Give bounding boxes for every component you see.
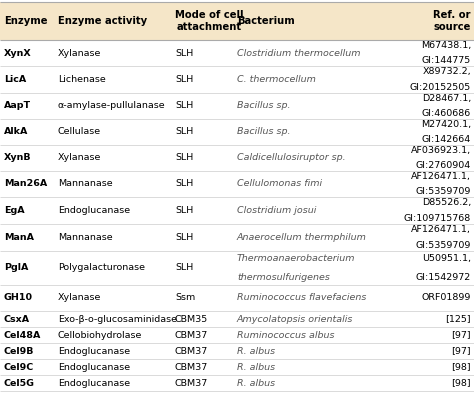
Text: M67438.1,: M67438.1, [421, 41, 471, 50]
Text: Clostridium thermocellum: Clostridium thermocellum [237, 49, 361, 58]
Text: Enzyme activity: Enzyme activity [58, 16, 147, 26]
Text: XynX: XynX [4, 49, 32, 58]
Text: Cellulase: Cellulase [58, 128, 101, 136]
Text: Cel9B: Cel9B [4, 347, 35, 356]
Text: GI:142664: GI:142664 [422, 135, 471, 144]
Text: GI:460686: GI:460686 [422, 109, 471, 118]
Text: SLH: SLH [175, 153, 193, 162]
Text: Cel5G: Cel5G [4, 379, 35, 388]
Text: SLH: SLH [175, 206, 193, 215]
Text: CBM37: CBM37 [175, 347, 208, 356]
Text: Endoglucanase: Endoglucanase [58, 379, 130, 388]
Text: D85526.2,: D85526.2, [422, 198, 471, 207]
Text: X89732.2,: X89732.2, [422, 68, 471, 77]
Text: Bacillus sp.: Bacillus sp. [237, 128, 291, 136]
Text: SLH: SLH [175, 179, 193, 188]
Text: R. albus: R. albus [237, 347, 275, 356]
Text: LicA: LicA [4, 75, 26, 84]
Text: [98]: [98] [451, 379, 471, 388]
Text: Thermoanaerobacterium: Thermoanaerobacterium [237, 254, 356, 263]
Text: CsxA: CsxA [4, 315, 30, 324]
Text: GI:5359709: GI:5359709 [416, 241, 471, 249]
Text: SLH: SLH [175, 128, 193, 136]
Text: GI:5359709: GI:5359709 [416, 187, 471, 196]
Text: CBM37: CBM37 [175, 330, 208, 339]
Text: Cellobiohydrolase: Cellobiohydrolase [58, 330, 142, 339]
Text: α-amylase-pullulanase: α-amylase-pullulanase [58, 102, 165, 111]
Text: Mannanase: Mannanase [58, 233, 113, 242]
Text: [97]: [97] [451, 330, 471, 339]
Text: AlkA: AlkA [4, 128, 28, 136]
Text: GI:144775: GI:144775 [422, 56, 471, 65]
Text: Man26A: Man26A [4, 179, 47, 188]
Text: EgA: EgA [4, 206, 25, 215]
Text: Bacillus sp.: Bacillus sp. [237, 102, 291, 111]
Text: CBM35: CBM35 [175, 315, 208, 324]
Text: SLH: SLH [175, 233, 193, 242]
Text: Caldicellulosiruptor sp.: Caldicellulosiruptor sp. [237, 153, 346, 162]
Text: Xylanase: Xylanase [58, 294, 101, 303]
Text: R. albus: R. albus [237, 362, 275, 371]
Text: Anaerocellum thermphilum: Anaerocellum thermphilum [237, 233, 367, 242]
Text: SLH: SLH [175, 264, 193, 273]
Text: Exo-β-o-glucosaminidase: Exo-β-o-glucosaminidase [58, 315, 177, 324]
Text: CBM37: CBM37 [175, 379, 208, 388]
Text: GI:109715768: GI:109715768 [404, 213, 471, 223]
Bar [0, 2, 474, 40]
Text: U50951.1,: U50951.1, [422, 254, 471, 263]
Text: Polygalacturonase: Polygalacturonase [58, 264, 145, 273]
Text: AapT: AapT [4, 102, 31, 111]
Text: Cel9C: Cel9C [4, 362, 34, 371]
Text: Ssm: Ssm [175, 294, 195, 303]
Text: [98]: [98] [451, 362, 471, 371]
Text: Ref. or
source: Ref. or source [434, 10, 471, 32]
Text: Endoglucanase: Endoglucanase [58, 347, 130, 356]
Text: CBM37: CBM37 [175, 362, 208, 371]
Text: [125]: [125] [446, 315, 471, 324]
Text: Enzyme: Enzyme [4, 16, 47, 26]
Text: GH10: GH10 [4, 294, 33, 303]
Text: Ruminococcus albus: Ruminococcus albus [237, 330, 335, 339]
Text: GI:1542972: GI:1542972 [416, 273, 471, 282]
Text: Ruminococcus flavefaciens: Ruminococcus flavefaciens [237, 294, 366, 303]
Text: AF126471.1,: AF126471.1, [411, 226, 471, 234]
Text: SLH: SLH [175, 75, 193, 84]
Text: Clostridium josui: Clostridium josui [237, 206, 316, 215]
Text: ManA: ManA [4, 233, 34, 242]
Text: GI:20152505: GI:20152505 [410, 83, 471, 92]
Text: SLH: SLH [175, 102, 193, 111]
Text: XynB: XynB [4, 153, 31, 162]
Text: Cel48A: Cel48A [4, 330, 41, 339]
Text: Mode of cell
attachment: Mode of cell attachment [175, 10, 244, 32]
Text: GI:2760904: GI:2760904 [416, 161, 471, 170]
Text: thermosulfurigenes: thermosulfurigenes [237, 273, 330, 282]
Text: Lichenase: Lichenase [58, 75, 106, 84]
Text: AF036923.1,: AF036923.1, [411, 146, 471, 155]
Text: M27420.1,: M27420.1, [421, 120, 471, 129]
Text: Endoglucanase: Endoglucanase [58, 206, 130, 215]
Text: Mannanase: Mannanase [58, 179, 113, 188]
Text: Amycolatopsis orientalis: Amycolatopsis orientalis [237, 315, 354, 324]
Text: R. albus: R. albus [237, 379, 275, 388]
Text: PglA: PglA [4, 264, 28, 273]
Text: ORF01899: ORF01899 [422, 294, 471, 303]
Text: D28467.1,: D28467.1, [422, 94, 471, 103]
Text: AF126471.1,: AF126471.1, [411, 172, 471, 181]
Text: C. thermocellum: C. thermocellum [237, 75, 316, 84]
Text: Endoglucanase: Endoglucanase [58, 362, 130, 371]
Text: Xylanase: Xylanase [58, 153, 101, 162]
Text: Xylanase: Xylanase [58, 49, 101, 58]
Text: SLH: SLH [175, 49, 193, 58]
Text: Cellulomonas fimi: Cellulomonas fimi [237, 179, 322, 188]
Text: Bacterium: Bacterium [237, 16, 295, 26]
Text: [97]: [97] [451, 347, 471, 356]
